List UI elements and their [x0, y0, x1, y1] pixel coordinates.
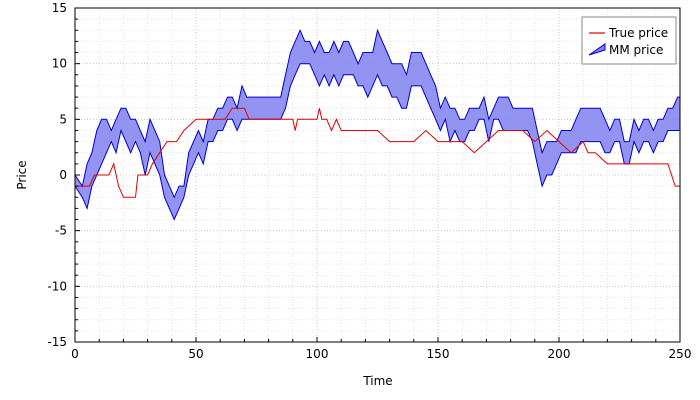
x-tick-label: 200: [548, 347, 571, 361]
mm-price-low-edge: [74, 63, 680, 221]
legend-box: [581, 16, 677, 65]
y-tick-label: -5: [55, 224, 67, 238]
x-tick-label: 250: [669, 347, 692, 361]
x-tick-label: 150: [427, 347, 450, 361]
mm-price-high-edge: [74, 28, 680, 199]
legend: True price MM price: [581, 16, 677, 65]
axis-ticks: [74, 7, 681, 343]
legend-true-price-label: True price: [608, 26, 668, 40]
true-price-line: [75, 107, 680, 198]
true-price-line-group: [75, 107, 680, 198]
y-tick-label: 10: [52, 57, 67, 71]
y-tick-label: 0: [59, 168, 67, 182]
legend-mm-price-label: MM price: [609, 43, 663, 57]
y-axis-label: Price: [15, 160, 29, 189]
y-tick-label: 15: [52, 1, 67, 15]
x-axis-label: Time: [362, 374, 392, 388]
mm-price-band: [74, 28, 680, 221]
x-tick-label: 0: [71, 347, 79, 361]
mm-price-band-fill: [75, 30, 680, 220]
x-tick-label: 50: [188, 347, 203, 361]
y-tick-label: 5: [59, 112, 67, 126]
x-tick-label: 100: [306, 347, 329, 361]
y-tick-label: -15: [47, 335, 67, 349]
y-tick-label: -10: [47, 279, 67, 293]
legend-mm-price-swatch: [588, 43, 606, 56]
